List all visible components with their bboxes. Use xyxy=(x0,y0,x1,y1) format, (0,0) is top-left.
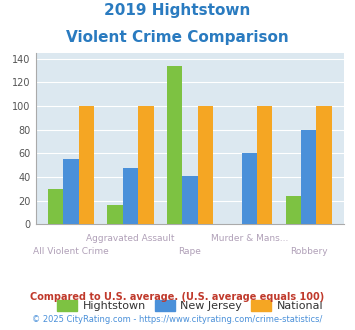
Text: All Violent Crime: All Violent Crime xyxy=(33,248,109,256)
Text: Robbery: Robbery xyxy=(290,248,328,256)
Text: Violent Crime Comparison: Violent Crime Comparison xyxy=(66,30,289,45)
Bar xyxy=(79,106,94,224)
Bar xyxy=(167,66,182,224)
Bar xyxy=(48,189,64,224)
Bar xyxy=(64,159,79,224)
Text: 2019 Hightstown: 2019 Hightstown xyxy=(104,3,251,18)
Bar xyxy=(285,196,301,224)
Text: © 2025 CityRating.com - https://www.cityrating.com/crime-statistics/: © 2025 CityRating.com - https://www.city… xyxy=(32,315,323,324)
Bar xyxy=(316,106,332,224)
Text: Rape: Rape xyxy=(179,248,201,256)
Text: Compared to U.S. average. (U.S. average equals 100): Compared to U.S. average. (U.S. average … xyxy=(31,292,324,302)
Legend: Hightstown, New Jersey, National: Hightstown, New Jersey, National xyxy=(53,295,327,315)
Bar xyxy=(107,206,123,224)
Bar xyxy=(242,153,257,224)
Bar xyxy=(257,106,273,224)
Bar xyxy=(301,130,316,224)
Bar xyxy=(123,168,138,224)
Bar xyxy=(198,106,213,224)
Bar xyxy=(138,106,154,224)
Text: Aggravated Assault: Aggravated Assault xyxy=(86,234,175,243)
Bar xyxy=(182,176,198,224)
Text: Murder & Mans...: Murder & Mans... xyxy=(211,234,288,243)
